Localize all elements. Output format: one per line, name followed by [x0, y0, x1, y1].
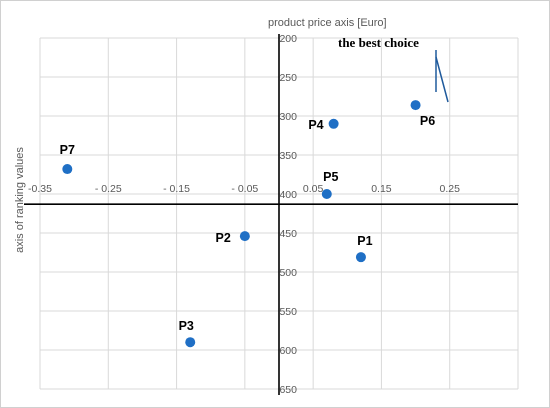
- x-tick-label: 0.05: [303, 183, 324, 195]
- point-label-p3: P3: [179, 319, 194, 333]
- data-point-p7: [62, 164, 73, 175]
- y-axis-title: axis of ranking values: [14, 147, 26, 253]
- x-tick-label: - 0.05: [231, 183, 258, 195]
- data-point-p4: [328, 118, 339, 129]
- point-labels: P1 P2 P3 P4 P5 P6 P7: [60, 114, 436, 333]
- point-label-p4: P4: [308, 118, 323, 132]
- data-point-p6: [410, 100, 421, 111]
- annotation-pointer: [435, 56, 449, 103]
- x-tick-labels: -0.35 - 0.25 - 0.15 - 0.05 0.05 0.15 0.25: [28, 183, 460, 195]
- annotation-group: the best choice: [338, 35, 449, 103]
- y-tick-label: 350: [279, 150, 297, 162]
- x-tick-label: - 0.25: [95, 183, 122, 195]
- point-label-p1: P1: [357, 234, 372, 248]
- y-tick-label: 550: [279, 306, 297, 318]
- y-tick-label: 200: [279, 33, 297, 45]
- y-tick-label: 500: [279, 267, 297, 279]
- x-tick-label: 0.15: [371, 183, 392, 195]
- y-tick-label: 300: [279, 111, 297, 123]
- x-tick-label: 0.25: [439, 183, 460, 195]
- point-label-p5: P5: [323, 170, 338, 184]
- y-tick-label: 450: [279, 228, 297, 240]
- x-tick-label: - 0.15: [163, 183, 190, 195]
- axes: [24, 34, 518, 395]
- data-point-p2: [239, 231, 250, 242]
- data-point-p3: [185, 337, 196, 348]
- point-label-p2: P2: [216, 231, 231, 245]
- y-tick-label: 600: [279, 345, 297, 357]
- y-tick-label: 650: [279, 384, 297, 396]
- point-label-p6: P6: [420, 114, 435, 128]
- data-point-p5: [321, 189, 332, 199]
- x-tick-label: -0.35: [28, 183, 52, 195]
- data-points: [62, 100, 421, 348]
- y-tick-label: 400: [279, 189, 297, 201]
- annotation-best-choice: the best choice: [338, 35, 419, 50]
- x2-axis-title: product price axis [Euro]: [268, 17, 387, 29]
- data-point-p1: [355, 252, 366, 263]
- y-tick-label: 250: [279, 72, 297, 84]
- y-tick-labels: 200 250 300 350 400 450 500 550 600 650: [279, 33, 297, 396]
- point-label-p7: P7: [60, 143, 75, 157]
